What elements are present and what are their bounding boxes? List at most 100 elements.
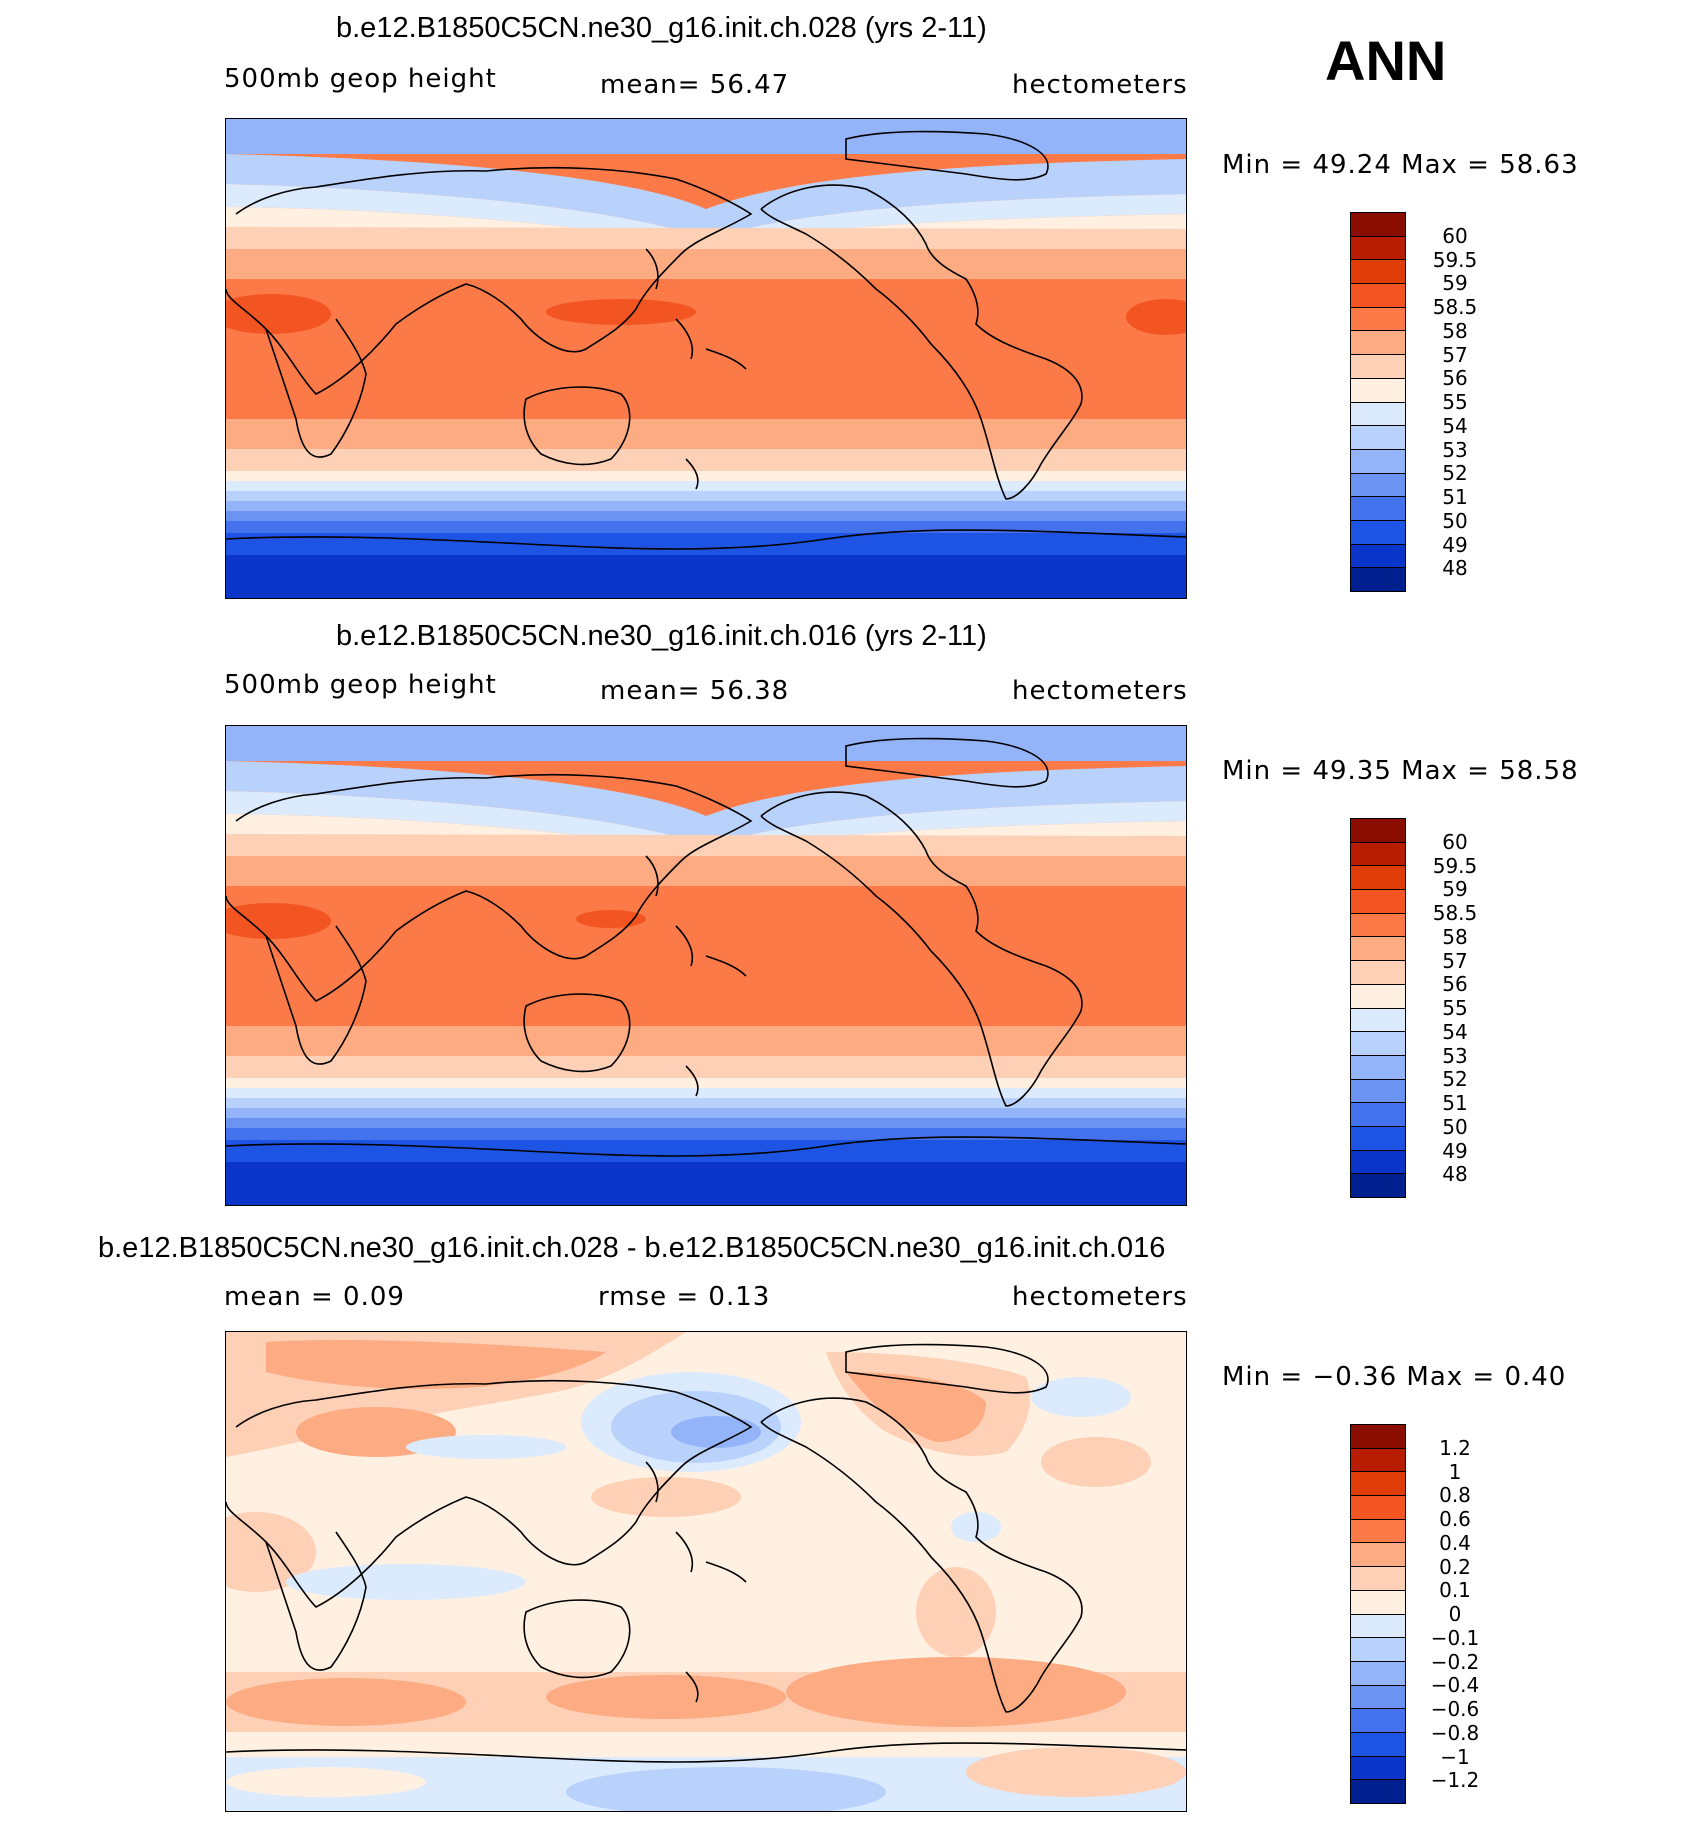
colorbar-segment: [1351, 1708, 1405, 1732]
colorbar-label: −0.6: [1430, 1697, 1480, 1721]
colorbar-segment: [1351, 1125, 1405, 1150]
colorbar-segment: [1351, 1613, 1405, 1638]
colorbar-segment: [1351, 235, 1405, 260]
colorbar-segment: [1351, 1731, 1405, 1756]
colorbar-segment: [1351, 283, 1405, 307]
colorbar-label: −0.1: [1430, 1625, 1480, 1650]
panel-2-map: [225, 725, 1187, 1206]
colorbar-label: 49: [1442, 532, 1468, 557]
colorbar-label: 48: [1442, 1162, 1468, 1187]
panel-2-variable-label: 500mb geop height: [224, 670, 497, 700]
panel-2-colorbar-labels: 60 59.5 59 58.5 58 57 56 55 54 53 52 51 50 49 48: [1410, 818, 1500, 1198]
panel-1-variable-label: 500mb geop height: [224, 64, 497, 94]
colorbar-segment: [1351, 865, 1405, 890]
colorbar-segment: [1351, 519, 1405, 544]
colorbar-label: 58: [1442, 924, 1468, 949]
colorbar-segment: [1351, 841, 1405, 866]
colorbar-label: 58: [1442, 318, 1468, 343]
colorbar-label: 58.5: [1432, 901, 1478, 925]
colorbar-label: 0.8: [1439, 1483, 1471, 1508]
colorbar-segment: [1351, 819, 1405, 842]
colorbar-label: 56: [1442, 366, 1468, 391]
colorbar-segment: [1351, 472, 1405, 497]
colorbar-segment: [1351, 1447, 1405, 1472]
colorbar-label: 57: [1442, 342, 1468, 367]
colorbar-segment: [1351, 354, 1405, 378]
panel-3-units-label: hectometers: [1012, 1282, 1188, 1312]
colorbar-label: −1: [1440, 1744, 1470, 1769]
colorbar-segment: [1351, 1425, 1405, 1448]
colorbar-segment: [1351, 960, 1405, 984]
panel-1-mean-label: mean= 56.47: [600, 70, 790, 100]
panel-3-map: [225, 1331, 1187, 1812]
colorbar-label: 59: [1442, 271, 1468, 296]
colorbar-segment: [1351, 1102, 1405, 1126]
colorbar-label: 0.6: [1439, 1507, 1471, 1531]
colorbar-label: 51: [1442, 1091, 1468, 1115]
colorbar-segment: [1351, 448, 1405, 473]
panel-1-units-label: hectometers: [1012, 70, 1188, 100]
colorbar-label: 50: [1442, 1114, 1468, 1139]
colorbar-segment: [1351, 1054, 1405, 1079]
panel-2-title: b.e12.B1850C5CN.ne30_g16.init.ch.016 (yr…: [336, 620, 987, 652]
colorbar-label: 1: [1448, 1459, 1462, 1484]
colorbar-segment: [1351, 1007, 1405, 1032]
panel-2-units-label: hectometers: [1012, 676, 1188, 706]
colorbar-label: 56: [1442, 972, 1468, 997]
panel-1-colorbar-labels: 60 59.5 59 58.5 58 57 56 55 54 53 52 51 50 49 48: [1410, 212, 1500, 592]
panel-1-colorbar: [1350, 212, 1406, 592]
panel-2-mean-label: mean= 56.38: [600, 676, 790, 706]
colorbar-segment: [1351, 936, 1405, 961]
colorbar-label: 57: [1442, 948, 1468, 973]
colorbar-segment: [1351, 1078, 1405, 1103]
colorbar-segment: [1351, 1495, 1405, 1519]
panel-1-minmax: Min = 49.24 Max = 58.63: [1222, 150, 1579, 180]
colorbar-label: −0.8: [1430, 1720, 1480, 1745]
colorbar-label: 49: [1442, 1138, 1468, 1163]
colorbar-label: −0.4: [1430, 1673, 1480, 1698]
colorbar-segment: [1351, 912, 1405, 937]
panel-3-mean-label: mean = 0.09: [224, 1282, 405, 1312]
colorbar-label: 55: [1442, 390, 1468, 414]
colorbar-label: 52: [1442, 1067, 1468, 1092]
colorbar-segment: [1351, 983, 1405, 1008]
panel-3-rmse-label: rmse = 0.13: [598, 1282, 771, 1312]
colorbar-label: −1.2: [1430, 1768, 1480, 1793]
colorbar-label: 54: [1442, 413, 1468, 438]
colorbar-segment: [1351, 1779, 1405, 1803]
colorbar-segment: [1351, 401, 1405, 426]
colorbar-label: −0.2: [1430, 1649, 1480, 1674]
colorbar-segment: [1351, 1637, 1405, 1661]
colorbar-segment: [1351, 567, 1405, 591]
panel-2-minmax: Min = 49.35 Max = 58.58: [1222, 756, 1579, 786]
colorbar-segment: [1351, 1566, 1405, 1590]
colorbar-label: 59: [1442, 877, 1468, 902]
season-label: ANN: [1325, 29, 1447, 92]
panel-3-colorbar-labels: 1.2 1 0.8 0.6 0.4 0.2 0.1 0 −0.1 −0.2 −0.4 −0.6 −0.8…: [1410, 1424, 1500, 1804]
colorbar-segment: [1351, 1518, 1405, 1543]
colorbar-label: 52: [1442, 461, 1468, 486]
panel-3-colorbar: [1350, 1424, 1406, 1804]
colorbar-segment: [1351, 213, 1405, 236]
colorbar-label: 53: [1442, 437, 1468, 462]
colorbar-label: 59.5: [1432, 247, 1478, 272]
colorbar-segment: [1351, 1684, 1405, 1709]
colorbar-segment: [1351, 496, 1405, 520]
colorbar-segment: [1351, 306, 1405, 331]
panel-3-minmax: Min = −0.36 Max = 0.40: [1222, 1362, 1567, 1392]
colorbar-label: 0.1: [1439, 1578, 1471, 1603]
colorbar-label: 1.2: [1439, 1435, 1471, 1460]
colorbar-label: 60: [1442, 829, 1468, 854]
colorbar-label: 0.2: [1439, 1554, 1471, 1579]
colorbar-segment: [1351, 1542, 1405, 1567]
colorbar-segment: [1351, 1031, 1405, 1055]
colorbar-label: 55: [1442, 996, 1468, 1020]
colorbar-segment: [1351, 1660, 1405, 1685]
colorbar-segment: [1351, 377, 1405, 402]
colorbar-segment: [1351, 425, 1405, 449]
colorbar-label: 0: [1448, 1602, 1462, 1626]
colorbar-label: 48: [1442, 556, 1468, 581]
colorbar-label: 50: [1442, 508, 1468, 533]
colorbar-segment: [1351, 1173, 1405, 1197]
colorbar-label: 0.4: [1439, 1530, 1471, 1555]
